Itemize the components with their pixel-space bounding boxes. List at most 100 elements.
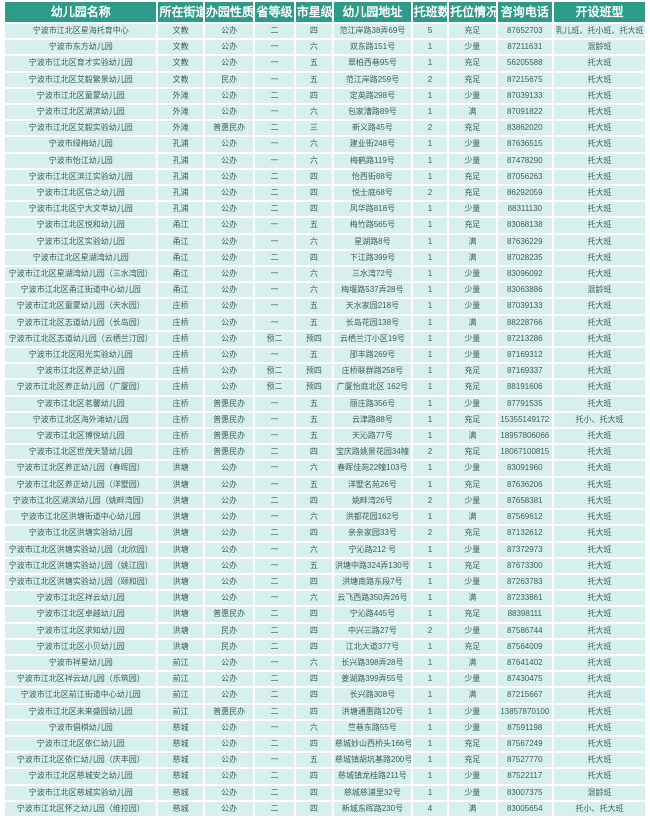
column-header-phone: 咨询电话	[497, 2, 553, 22]
cell-type: 普惠民办	[204, 445, 254, 460]
cell-phone: 83096092	[497, 267, 553, 282]
cell-phone: 87091822	[497, 105, 553, 120]
cell-street: 庄桥	[158, 364, 203, 379]
cell-city-star: 六	[295, 153, 333, 168]
cell-province-grade: 二	[255, 250, 294, 266]
cell-type: 公办	[204, 493, 254, 509]
cell-address: 江北大道377号	[334, 639, 411, 654]
cell-class-types: 托大班	[554, 299, 645, 314]
cell-name: 宁波市江北区世茂天慧幼儿园	[5, 445, 157, 460]
cell-type: 公办	[204, 88, 254, 104]
cell-class-count: 1	[412, 218, 448, 233]
cell-slot-status: 少量	[449, 672, 496, 687]
cell-class-count: 1	[412, 56, 448, 71]
cell-street: 前江	[158, 704, 203, 719]
cell-address: 宁沁路212 号	[334, 542, 411, 557]
cell-class-types: 托大班	[554, 704, 645, 719]
cell-city-star: 四	[295, 672, 333, 687]
table-row: 宁波市江北区前江街道中心幼儿园 前江 公办二四长兴路308号 1 满 87215667 托大…	[5, 688, 645, 703]
cell-province-grade: 一	[255, 461, 294, 476]
cell-class-count: 1	[412, 736, 448, 752]
cell-phone: 83091960	[497, 461, 553, 476]
cell-street: 洪塘	[158, 639, 203, 654]
cell-address: 包家漕路89号	[334, 105, 411, 120]
cell-address: 慈城慈浦里32号	[334, 785, 411, 800]
cell-slot-status: 充足	[449, 364, 496, 379]
cell-class-count: 1	[412, 704, 448, 719]
cell-city-star: 五	[295, 72, 333, 87]
cell-city-star: 五	[295, 558, 333, 573]
cell-type: 公办	[204, 56, 254, 71]
cell-name: 宁波市江北区育才实验幼儿园	[5, 56, 157, 71]
cell-class-types: 混龄班	[554, 40, 645, 55]
cell-phone: 87215675	[497, 72, 553, 87]
cell-street: 洪塘	[158, 558, 203, 573]
cell-province-grade: 二	[255, 445, 294, 460]
cell-slot-status: 充足	[449, 477, 496, 492]
cell-class-types: 托大班	[554, 493, 645, 509]
cell-address: 云栖兰汀小区19号	[334, 331, 411, 347]
cell-city-star: 五	[295, 396, 333, 411]
cell-city-star: 四	[295, 801, 333, 816]
cell-province-grade: 一	[255, 412, 294, 428]
cell-province-grade: 二	[255, 607, 294, 622]
table-row: 宁波市江北区慈城实验幼儿园 慈城 公办二四慈城慈浦里32号 1 少量 83007375 混龄…	[5, 785, 645, 800]
cell-slot-status: 满	[449, 315, 496, 330]
table-row: 宁波市江北区依仁幼儿园 慈城 公办二四慈城妙山西桥头166号 1 充足 87567249 托…	[5, 736, 645, 752]
cell-address: 亲亲家园33号	[334, 526, 411, 541]
cell-city-star: 五	[295, 429, 333, 444]
cell-name: 宁波市江北区志道幼儿园（云栖兰汀园）	[5, 331, 157, 347]
cell-class-types: 托大班	[554, 121, 645, 136]
cell-name: 宁波市江北区滨江实验幼儿园	[5, 169, 157, 185]
table-row: 宁波市江北区洪塘实验幼儿园（颐和园） 洪塘 公办二四洪塘南路东段7号 1 少量 87263…	[5, 574, 645, 590]
cell-street: 外滩	[158, 105, 203, 120]
cell-phone: 87586744	[497, 623, 553, 638]
cell-name: 宁波市祥星幼儿园	[5, 655, 157, 671]
cell-class-types: 托大班	[554, 234, 645, 249]
cell-class-count: 1	[412, 40, 448, 55]
cell-class-count: 1	[412, 720, 448, 735]
cell-type: 公办	[204, 801, 254, 816]
cell-class-count: 1	[412, 169, 448, 185]
cell-slot-status: 少量	[449, 202, 496, 217]
cell-phone: 87056263	[497, 169, 553, 185]
cell-name: 宁波市绿梅幼儿园	[5, 137, 157, 152]
cell-type: 公办	[204, 364, 254, 379]
cell-address: 翠柏西巷95号	[334, 56, 411, 71]
cell-street: 文教	[158, 72, 203, 87]
table-row: 宁波市江北区育才实验幼儿园 文教 公办一五翠柏西巷95号 1 充足 56205588 托大班	[5, 56, 645, 71]
cell-city-star: 四	[295, 736, 333, 752]
cell-slot-status: 充足	[449, 186, 496, 201]
cell-city-star: 六	[295, 655, 333, 671]
table-row: 宁波市江北区博悦幼儿园 庄桥 普惠民办一五天沁路77号 1 满 18957806066 托大…	[5, 429, 645, 444]
cell-class-count: 1	[412, 591, 448, 606]
cell-address: 广厦怡庭北区 162号	[334, 380, 411, 395]
cell-class-types: 托大班	[554, 477, 645, 492]
table-body: 宁波市江北区星海托育中心 文教 公办二四范江岸路38弄69号 5 充足 87652703 乳…	[5, 24, 645, 816]
cell-address: 洪塘南路东段7号	[334, 574, 411, 590]
cell-name: 宁波市江北区养正幼儿园（广厦园）	[5, 380, 157, 395]
cell-type: 公办	[204, 510, 254, 525]
cell-province-grade: 一	[255, 234, 294, 249]
cell-name: 宁波市江北区洪塘街道中心幼儿园	[5, 510, 157, 525]
cell-province-grade: 一	[255, 137, 294, 152]
cell-class-types: 托大班	[554, 105, 645, 120]
cell-address: 范江岸路38弄69号	[334, 24, 411, 39]
cell-street: 文教	[158, 40, 203, 55]
cell-address: 丽庄路356号	[334, 396, 411, 411]
cell-street: 洪塘	[158, 542, 203, 557]
cell-class-types: 托大班	[554, 591, 645, 606]
cell-slot-status: 充足	[449, 218, 496, 233]
cell-street: 慈城	[158, 753, 203, 768]
cell-province-grade: 预二	[255, 380, 294, 395]
cell-street: 洪塘	[158, 477, 203, 492]
column-header-class-count: 托班数	[412, 2, 448, 22]
cell-type: 公办	[204, 720, 254, 735]
cell-phone: 18067100815	[497, 445, 553, 460]
cell-street: 甬江	[158, 250, 203, 266]
cell-city-star: 五	[295, 753, 333, 768]
cell-class-types: 托大班	[554, 558, 645, 573]
cell-type: 公办	[204, 477, 254, 492]
cell-street: 庄桥	[158, 396, 203, 411]
